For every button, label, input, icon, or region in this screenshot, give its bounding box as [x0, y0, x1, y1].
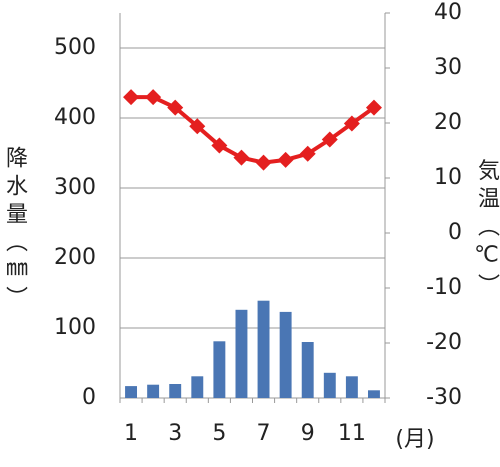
bar: [191, 376, 204, 398]
x-tick-label: 9: [301, 421, 315, 446]
bar: [169, 384, 182, 398]
bar: [213, 341, 226, 398]
y2-tick-label: 10: [434, 165, 462, 190]
x-unit-label: (月): [395, 427, 434, 452]
x-tick-label: 1: [124, 421, 138, 446]
y-tick-label: 200: [54, 245, 96, 270]
temperature-line: [131, 95, 376, 165]
y2-axis-label: 気温（℃）: [474, 159, 500, 302]
bar: [235, 309, 248, 398]
bar: [301, 342, 314, 398]
bar: [257, 300, 270, 398]
line-marker: [167, 99, 184, 116]
line-marker: [233, 149, 250, 166]
bar: [147, 384, 160, 398]
y2-tick-label: 0: [448, 220, 462, 245]
line-marker: [321, 131, 338, 148]
line-marker: [277, 151, 294, 168]
y2-tick-label: -30: [426, 385, 462, 410]
y2-tick-label: 20: [434, 110, 462, 135]
bar: [279, 311, 292, 398]
y-tick-label: 0: [82, 385, 96, 410]
y-tick-label: 400: [54, 105, 96, 130]
x-tick-label: 11: [338, 421, 366, 446]
x-tick-label: 5: [212, 421, 226, 446]
x-tick-label: 7: [257, 421, 271, 446]
y2-tick-label: 40: [434, 0, 462, 25]
line-marker: [145, 89, 162, 106]
bar: [345, 376, 358, 398]
bar: [323, 372, 336, 398]
line-marker: [365, 99, 382, 116]
x-tick-label: 3: [168, 421, 182, 446]
y-tick-label: 100: [54, 315, 96, 340]
bar: [367, 390, 380, 398]
y2-tick-label: -10: [426, 275, 462, 300]
y-axis-label: 降水量（㎜）: [2, 146, 28, 314]
line-marker: [343, 115, 360, 132]
y-tick-label: 500: [54, 35, 96, 60]
y2-tick-label: 30: [434, 55, 462, 80]
line-marker: [299, 145, 316, 162]
y-tick-label: 300: [54, 175, 96, 200]
line-marker: [123, 89, 140, 106]
bar: [125, 386, 138, 398]
line-marker: [189, 118, 206, 135]
line-marker: [211, 137, 228, 154]
line-marker: [255, 154, 272, 171]
y2-tick-label: -20: [426, 330, 462, 355]
